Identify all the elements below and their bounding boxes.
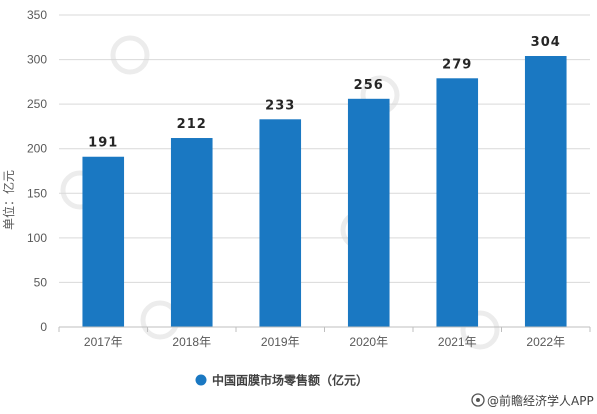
data-label: 191 xyxy=(88,136,118,151)
x-tick-label: 2018年 xyxy=(172,335,211,349)
watermark-icon xyxy=(110,35,150,75)
data-label: 304 xyxy=(531,35,561,50)
source-text: @前瞻经济学人APP xyxy=(487,393,594,408)
legend-marker xyxy=(195,374,207,386)
bar[interactable] xyxy=(436,78,479,327)
x-tick-label: 2021年 xyxy=(438,335,477,349)
y-tick-label: 200 xyxy=(27,142,47,156)
y-tick-label: 300 xyxy=(27,53,47,67)
x-axis-ticks: 2017年 2018年 2019年 2020年 2021年 2022年 xyxy=(58,327,591,349)
data-label: 279 xyxy=(442,57,472,72)
app-logo-icon xyxy=(471,393,485,407)
watermark-icon xyxy=(460,310,500,350)
y-axis-ticks: 0 50 100 150 200 250 300 350 xyxy=(27,8,47,334)
gridlines xyxy=(59,14,590,283)
y-tick-label: 100 xyxy=(27,231,47,245)
bar[interactable] xyxy=(347,98,390,328)
x-tick-label: 2019年 xyxy=(261,335,300,349)
y-tick-label: 0 xyxy=(40,320,47,334)
data-label: 233 xyxy=(265,98,295,113)
bar[interactable] xyxy=(524,56,567,328)
x-tick-label: 2022年 xyxy=(526,335,565,349)
data-labels: 191 212 233 256 279 304 xyxy=(88,35,561,151)
bar[interactable] xyxy=(259,119,302,327)
y-tick-label: 350 xyxy=(27,8,47,22)
y-tick-label: 50 xyxy=(34,275,48,289)
y-tick-label: 150 xyxy=(27,186,47,200)
data-label: 212 xyxy=(177,117,207,132)
legend-label: 中国面膜市场零售额（亿元） xyxy=(212,373,368,388)
x-tick-label: 2017年 xyxy=(84,335,123,349)
data-label: 256 xyxy=(354,78,384,93)
y-axis-title: 单位：亿元 xyxy=(1,170,16,230)
y-tick-label: 250 xyxy=(27,97,47,111)
bar-series xyxy=(82,56,567,328)
bar[interactable] xyxy=(82,156,125,327)
x-tick-label: 2020年 xyxy=(349,335,388,349)
source-attribution: @前瞻经济学人APP xyxy=(471,393,594,408)
bar[interactable] xyxy=(170,138,213,327)
legend[interactable]: 中国面膜市场零售额（亿元） xyxy=(195,373,369,388)
